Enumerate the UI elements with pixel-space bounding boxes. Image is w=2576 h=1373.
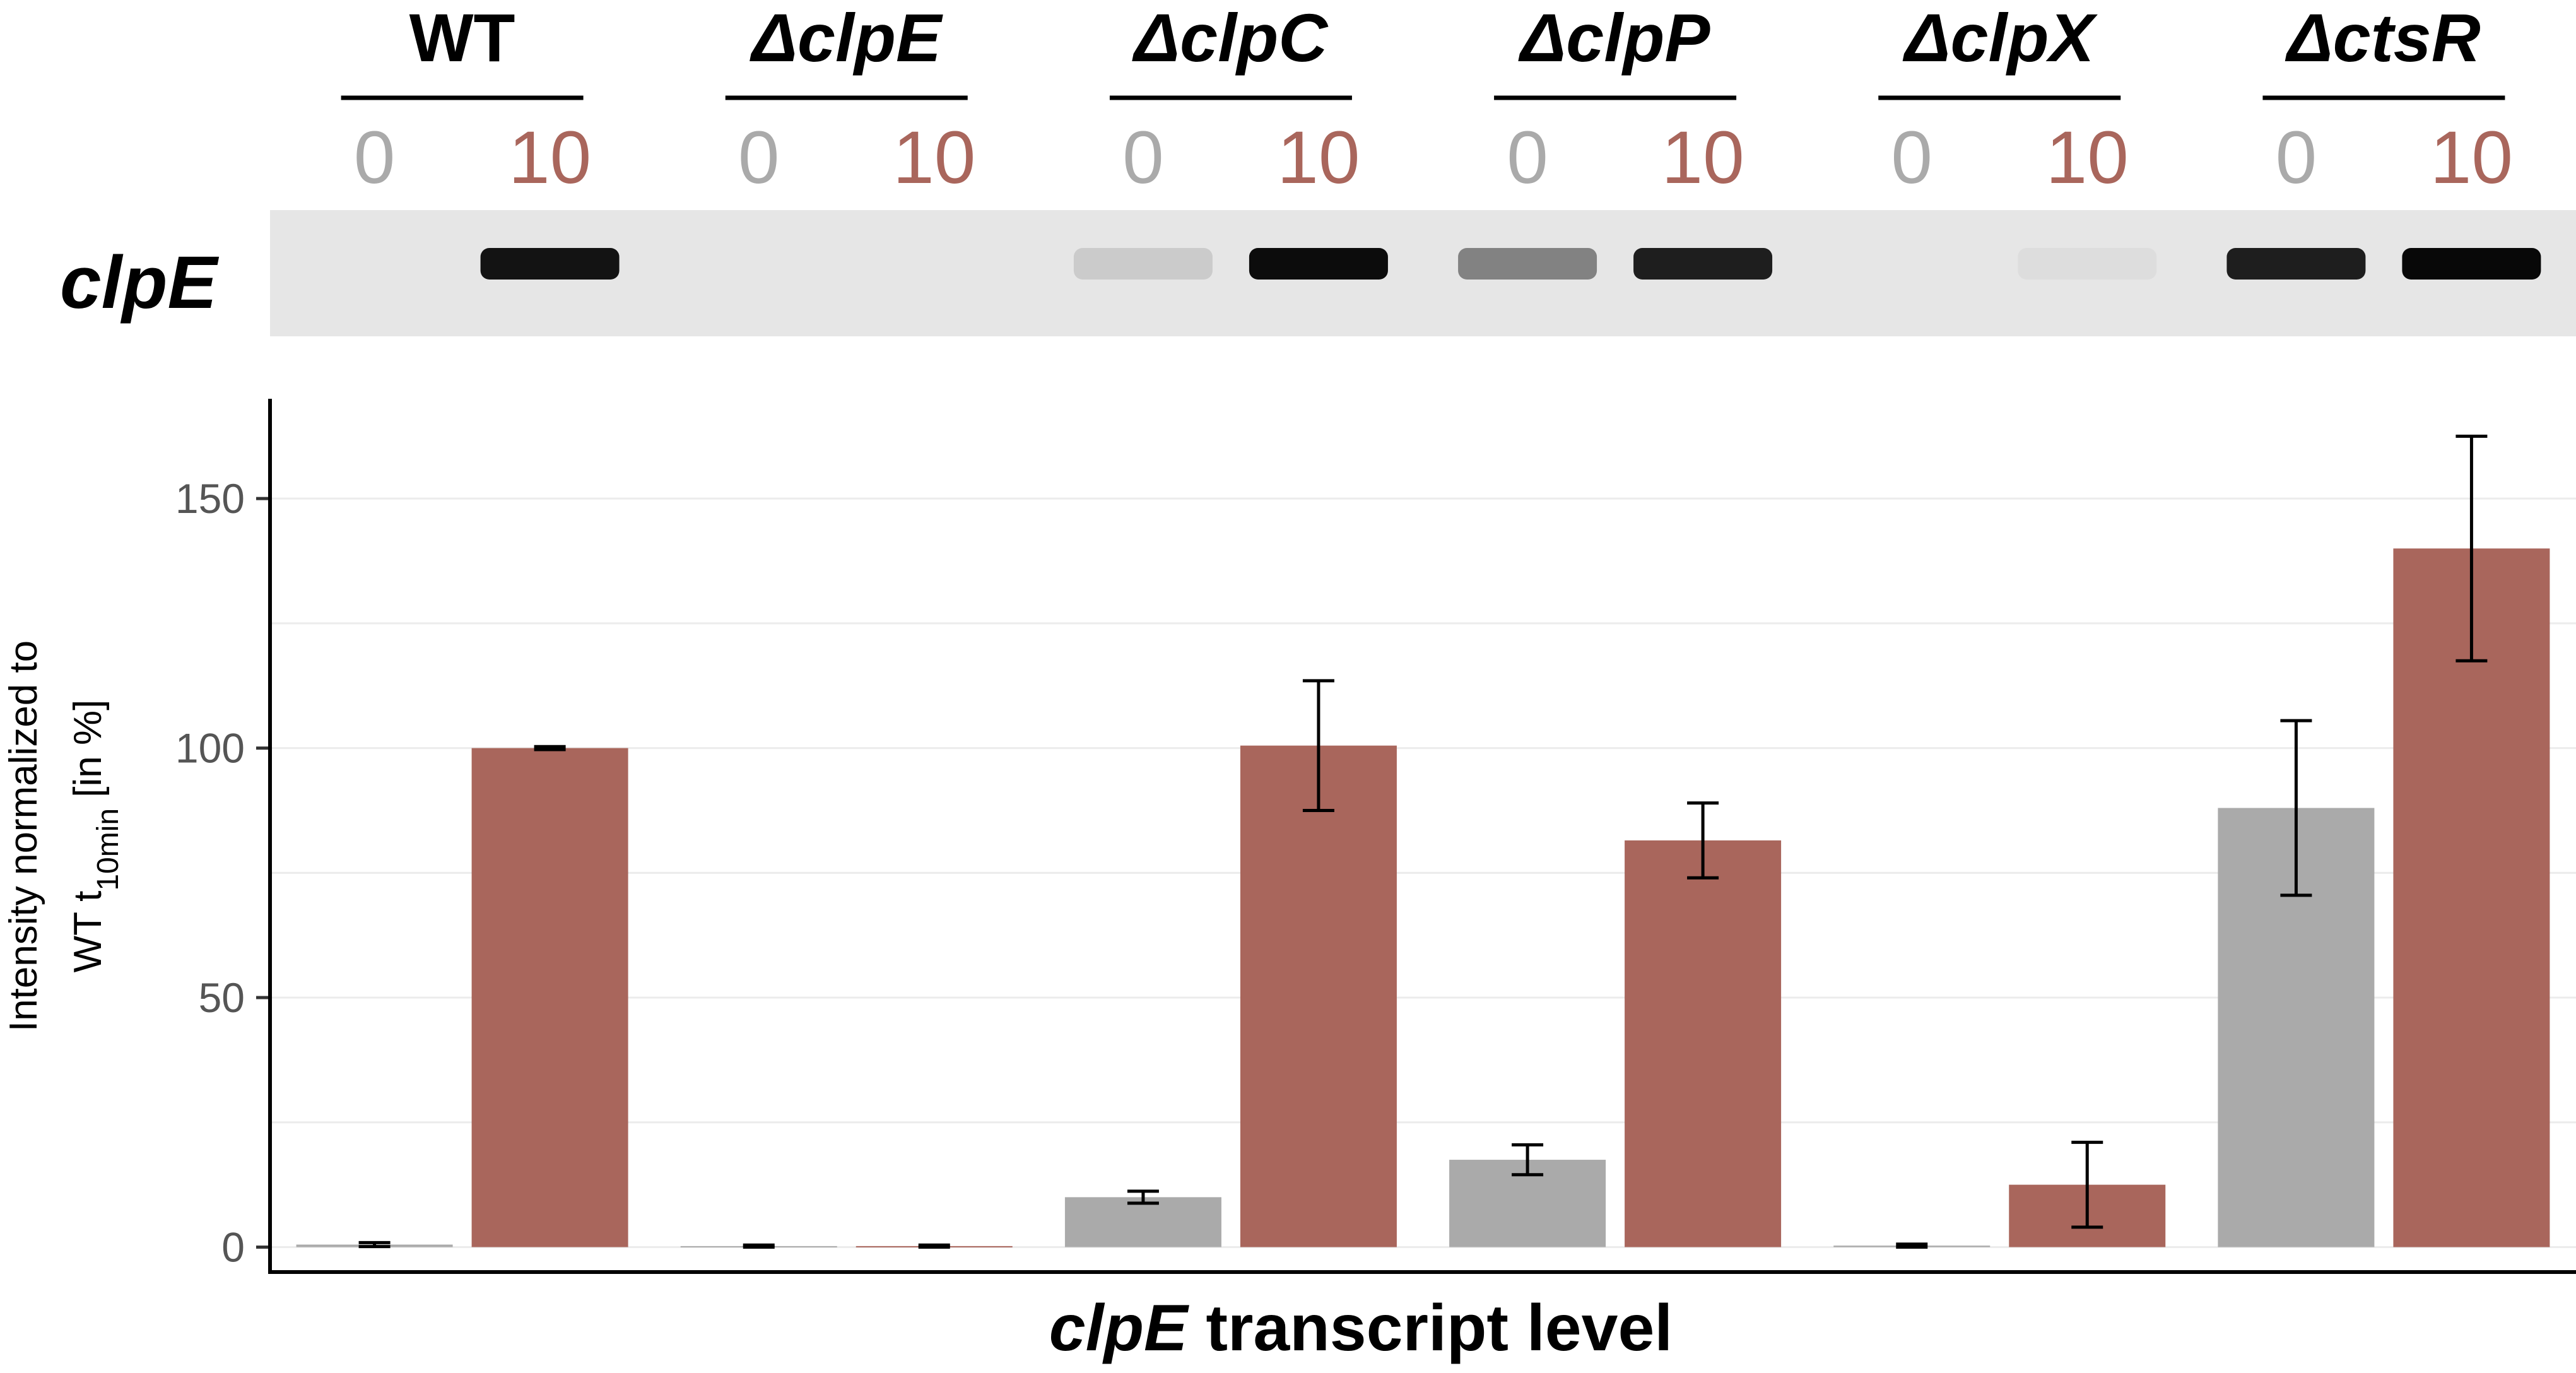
bar bbox=[1625, 840, 1782, 1247]
strain-headers: WT ΔclpE ΔclpC ΔclpP ΔclpX ΔctsR bbox=[341, 0, 2505, 100]
error-bars bbox=[358, 434, 2488, 1249]
bar bbox=[1240, 745, 1397, 1247]
strain-header: ΔclpX bbox=[1902, 0, 2098, 76]
time-label: 10 bbox=[509, 116, 591, 199]
time-label: 10 bbox=[1277, 116, 1360, 199]
blot-band bbox=[2226, 248, 2366, 280]
bar bbox=[2393, 548, 2550, 1247]
blot-band bbox=[1249, 248, 1388, 280]
bar bbox=[1064, 1197, 1221, 1247]
time-label: 0 bbox=[1122, 116, 1164, 199]
strain-header: ΔclpP bbox=[1518, 0, 1711, 76]
y-axis-label: Intensity normalized to bbox=[2, 640, 45, 1032]
time-label: 0 bbox=[2276, 116, 2317, 199]
y-axis-ticks: 0 50 100 150 bbox=[175, 475, 270, 1270]
time-label: 10 bbox=[893, 116, 975, 199]
y-axis-label-2: WT t10min [in %] bbox=[66, 700, 125, 973]
blot-gene-label: clpE bbox=[60, 241, 219, 324]
grid-lines bbox=[270, 497, 2576, 1248]
blot-band bbox=[1633, 248, 1773, 280]
strain-header: ΔclpE bbox=[749, 0, 943, 76]
time-labels: 0 10 0 10 0 10 0 10 0 10 0 10 bbox=[354, 116, 2513, 199]
strain-header: WT bbox=[409, 0, 515, 76]
blot-panel bbox=[270, 210, 2576, 336]
y-tick-label: 0 bbox=[221, 1223, 245, 1270]
y-tick-label: 50 bbox=[199, 974, 245, 1021]
bars bbox=[296, 548, 2550, 1247]
time-label: 10 bbox=[2430, 116, 2513, 199]
y-axis-label-prefix: WT t bbox=[66, 891, 110, 973]
y-axis-label-line1: Intensity normalized to bbox=[2, 640, 45, 1032]
time-label: 0 bbox=[354, 116, 396, 199]
blot-bands bbox=[480, 248, 2541, 280]
blot-band bbox=[2402, 248, 2541, 280]
strain-header: ΔctsR bbox=[2285, 0, 2481, 76]
x-axis-label-italic: clpE bbox=[1049, 1292, 1189, 1365]
y-tick-label: 150 bbox=[175, 475, 245, 522]
bar bbox=[471, 748, 628, 1247]
time-label: 10 bbox=[1661, 116, 1744, 199]
y-tick-label: 100 bbox=[175, 725, 245, 772]
blot-band bbox=[1458, 248, 1597, 280]
x-axis-label-rest: transcript level bbox=[1187, 1292, 1673, 1365]
y-axis-label-suffix: [in %] bbox=[66, 700, 110, 808]
blot-band bbox=[480, 248, 620, 280]
strain-header: ΔclpC bbox=[1132, 0, 1329, 76]
time-label: 0 bbox=[738, 116, 780, 199]
blot-band bbox=[2018, 248, 2157, 280]
time-label: 0 bbox=[1507, 116, 1548, 199]
time-label: 10 bbox=[2046, 116, 2129, 199]
y-axis-label-sub: 10min bbox=[91, 808, 125, 891]
x-axis-label: clpE transcript level bbox=[1049, 1292, 1673, 1365]
time-label: 0 bbox=[1891, 116, 1932, 199]
blot-band bbox=[1073, 248, 1213, 280]
